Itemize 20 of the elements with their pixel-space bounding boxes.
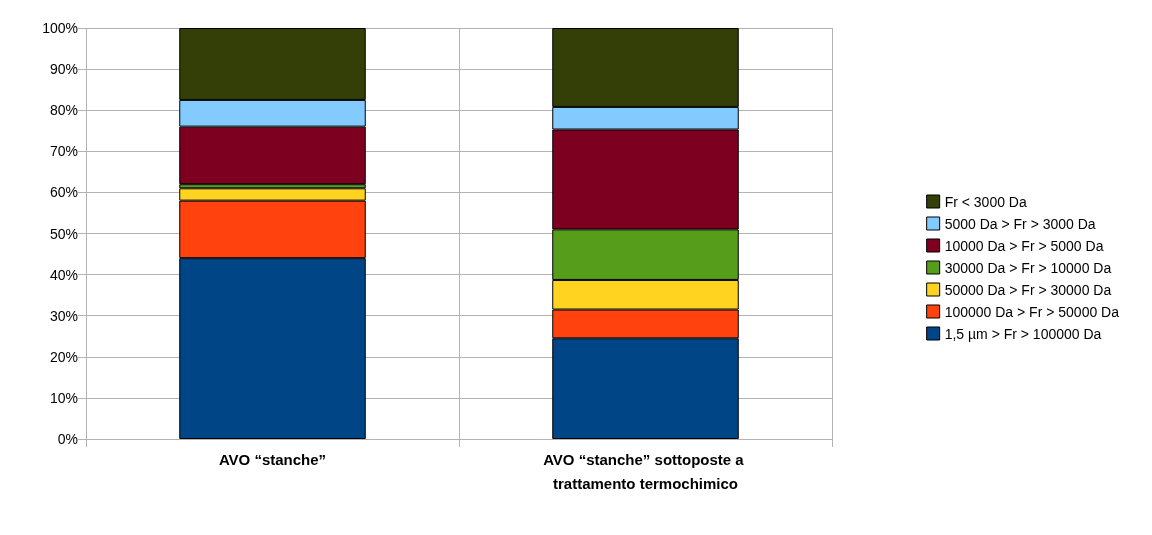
y-tick-label: 60% [49,184,78,201]
y-tick-label: 50% [49,225,78,242]
y-tick-label: 90% [49,61,78,78]
y-tick-label: 40% [49,266,78,283]
y-tick-label: 70% [49,143,78,160]
x-tick-label: AVO “stanche” [218,450,327,468]
legend-label: 50000 Da > Fr > 30000 Da [944,281,1112,298]
legend-label: 5000 Da > Fr > 3000 Da [944,215,1096,232]
y-tick-label: 80% [49,102,78,119]
legend-label: 10000 Da > Fr > 5000 Da [944,237,1104,254]
y-tick-label: 20% [49,348,78,365]
legend-label: Fr < 3000 Da [944,193,1027,210]
legend-label: 1,5 µm > Fr > 100000 Da [944,325,1102,342]
legend-label: 30000 Da > Fr > 10000 Da [944,259,1112,276]
x-tick-label: AVO “stanche” sottoposte a trattamento termochimico [543,450,748,492]
y-tick-label: 100% [42,20,78,36]
y-tick-label: 30% [49,307,78,324]
y-tick-label: 0% [57,431,78,447]
legend-label: 100000 Da > Fr > 50000 Da [944,303,1120,320]
y-tick-label: 10% [49,389,78,406]
